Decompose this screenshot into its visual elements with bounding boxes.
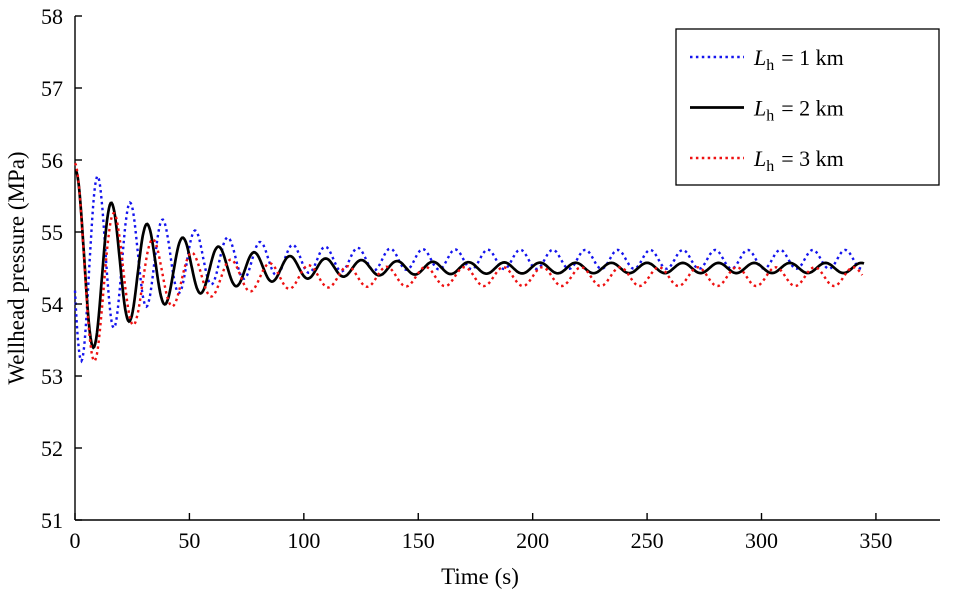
series-line-3 [73, 162, 864, 363]
y-tick-label: 52 [41, 436, 63, 461]
series-line-2 [74, 168, 865, 350]
x-tick-label: 300 [745, 528, 778, 553]
y-tick-label: 55 [41, 220, 63, 245]
y-tick-label: 56 [41, 148, 63, 173]
x-tick-label: 0 [70, 528, 81, 553]
y-tick-label: 57 [41, 76, 63, 101]
legend-label: Lh = 2 km [753, 96, 844, 125]
y-axis-label: Wellhead pressure (MPa) [4, 151, 29, 384]
legend-entry: Lh = 3 km [690, 146, 844, 175]
y-tick-label: 54 [41, 292, 63, 317]
legend-entry: Lh = 2 km [690, 96, 844, 125]
y-tick-label: 58 [41, 4, 63, 29]
x-tick-label: 50 [178, 528, 200, 553]
legend-label: Lh = 3 km [753, 146, 844, 175]
x-tick-label: 100 [287, 528, 320, 553]
curves [73, 162, 865, 364]
legend-label: Lh = 1 km [753, 45, 844, 74]
x-tick-label: 350 [859, 528, 892, 553]
y-tick-label: 53 [41, 364, 63, 389]
legend: Lh = 1 km Lh = 2 km Lh = 3 km [675, 28, 940, 186]
y-tick-label: 51 [41, 508, 63, 533]
legend-entry: Lh = 1 km [690, 45, 844, 74]
x-tick-label: 200 [516, 528, 549, 553]
x-tick-label: 250 [631, 528, 664, 553]
axes [74, 16, 940, 521]
x-axis-label: Time (s) [441, 564, 519, 589]
ticks: 0 50 100 150 200 250 300 350 51 52 53 54 55 56 57 58 [41, 4, 892, 553]
x-tick-label: 150 [402, 528, 435, 553]
series-line-1 [73, 174, 865, 364]
